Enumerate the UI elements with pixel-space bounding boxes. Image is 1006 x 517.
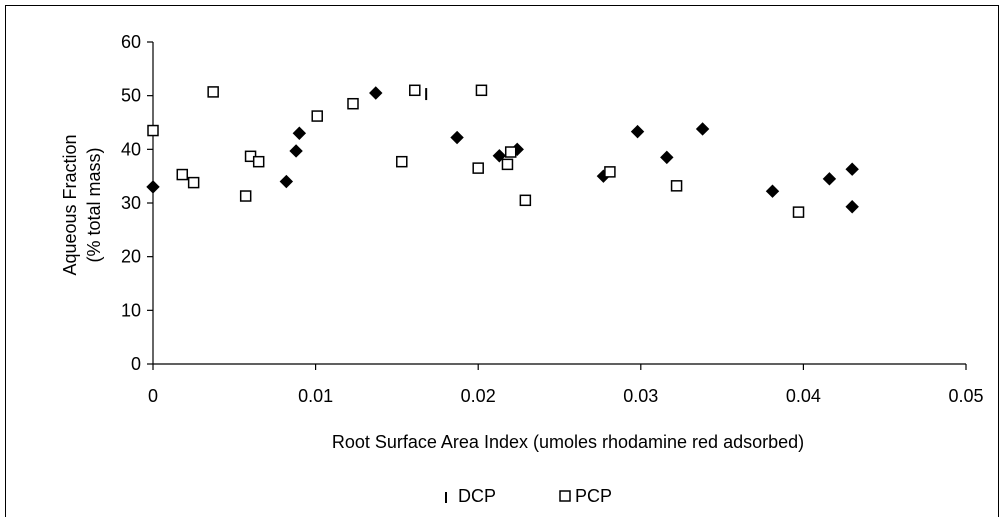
y-tick-label: 50 (121, 86, 141, 106)
pcp-point (504, 146, 517, 158)
y-axis-label-line1: Aqueous Fraction (60, 134, 80, 275)
x-tick-label: 0.05 (948, 386, 983, 406)
dcp-point (369, 86, 383, 100)
y-tick-label: 20 (121, 247, 141, 267)
pcp-point (252, 155, 265, 168)
y-tick-label: 40 (121, 139, 141, 159)
pcp-point (475, 84, 488, 97)
dcp-point (845, 162, 859, 176)
x-tick-label: 0.04 (786, 386, 821, 406)
y-tick-label: 30 (121, 193, 141, 213)
dcp-point (822, 172, 837, 186)
pcp-point (239, 190, 252, 202)
pcp-point (207, 86, 219, 98)
dcp-point (450, 130, 464, 145)
dcp-point (279, 174, 294, 189)
data-marks (146, 84, 859, 218)
legend: DCP PCP (445, 486, 612, 506)
dcp-point (630, 124, 645, 139)
x-tick-label: 0.03 (623, 386, 658, 406)
y-tick-label: 0 (131, 354, 141, 374)
pcp-point (396, 155, 408, 168)
x-tick-label: 0.01 (298, 386, 333, 406)
pcp-point (604, 166, 616, 178)
dcp-point (289, 144, 303, 158)
pcp-point (347, 97, 359, 110)
dcp-point (845, 200, 859, 214)
pcp-point (176, 168, 189, 181)
pcp-point (670, 180, 683, 192)
pcp-point (472, 162, 484, 174)
dcp-point (146, 180, 160, 194)
y-tick-label: 60 (121, 32, 141, 52)
pcp-point (519, 194, 532, 207)
y-axis-label-line2: (% total mass) (84, 147, 104, 262)
x-tick-label: 0.02 (461, 386, 496, 406)
x-axis-label: Root Surface Area Index (umoles rhodamin… (332, 432, 804, 452)
dcp-point (292, 126, 307, 140)
chart-frame (5, 5, 999, 517)
x-tick-label: 0 (148, 386, 158, 406)
pcp-point (792, 206, 805, 218)
pcp-point (147, 124, 159, 137)
pcp-point (409, 84, 421, 97)
dcp-point (695, 122, 710, 136)
dcp-point (660, 150, 674, 165)
pcp-point (501, 158, 514, 171)
legend-dcp-label: DCP (458, 486, 496, 506)
axes: 0 10 20 30 40 50 60 0 0.01 0.02 0.03 0.04 0.05 (121, 32, 984, 406)
pcp-point (311, 110, 323, 122)
legend-pcp-label: PCP (575, 486, 612, 506)
y-tick-label: 10 (121, 300, 141, 320)
pcp-point (187, 176, 200, 189)
dcp-point (765, 184, 780, 198)
legend-pcp-marker (559, 490, 571, 502)
